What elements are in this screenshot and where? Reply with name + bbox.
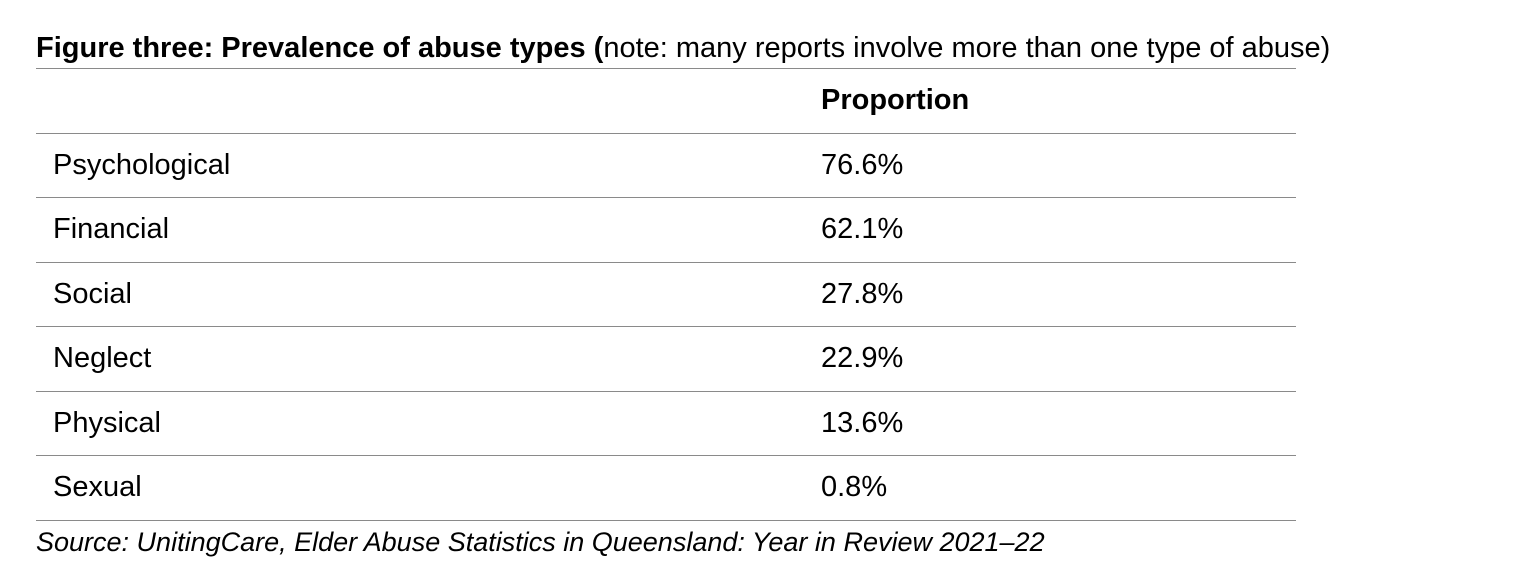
row-label: Financial (53, 213, 170, 246)
table-row: Sexual 0.8% (36, 456, 1296, 521)
row-value: 27.8% (821, 277, 904, 310)
table-row: Psychological 76.6% (36, 134, 1296, 198)
caption-note: note: many reports involve more than one… (603, 32, 1331, 64)
table-row: Social 27.8% (36, 263, 1296, 327)
caption-title: Figure three: Prevalence of abuse types … (36, 32, 604, 64)
row-value: 0.8% (821, 471, 888, 504)
row-label: Physical (53, 406, 161, 439)
table-header-row: Proportion (36, 69, 1296, 134)
abuse-types-table: Proportion Psychological 76.6% Financial… (36, 68, 1296, 521)
table-row: Neglect 22.9% (36, 327, 1296, 392)
table-top-rule (36, 68, 1296, 69)
source-note: Source: UnitingCare, Elder Abuse Statist… (36, 527, 1045, 557)
row-label: Psychological (53, 148, 231, 181)
row-value: 76.6% (821, 148, 904, 181)
table-row: Financial 62.1% (36, 198, 1296, 263)
figure-caption: Figure three: Prevalence of abuse types … (36, 28, 1330, 68)
row-label: Sexual (53, 471, 142, 504)
table-row: Physical 13.6% (36, 392, 1296, 456)
header-proportion-cell: Proportion (821, 84, 970, 117)
row-value: 13.6% (821, 406, 904, 439)
row-value: 22.9% (821, 342, 904, 375)
row-label: Neglect (53, 342, 152, 375)
row-label: Social (53, 277, 132, 310)
row-value: 62.1% (821, 213, 904, 246)
